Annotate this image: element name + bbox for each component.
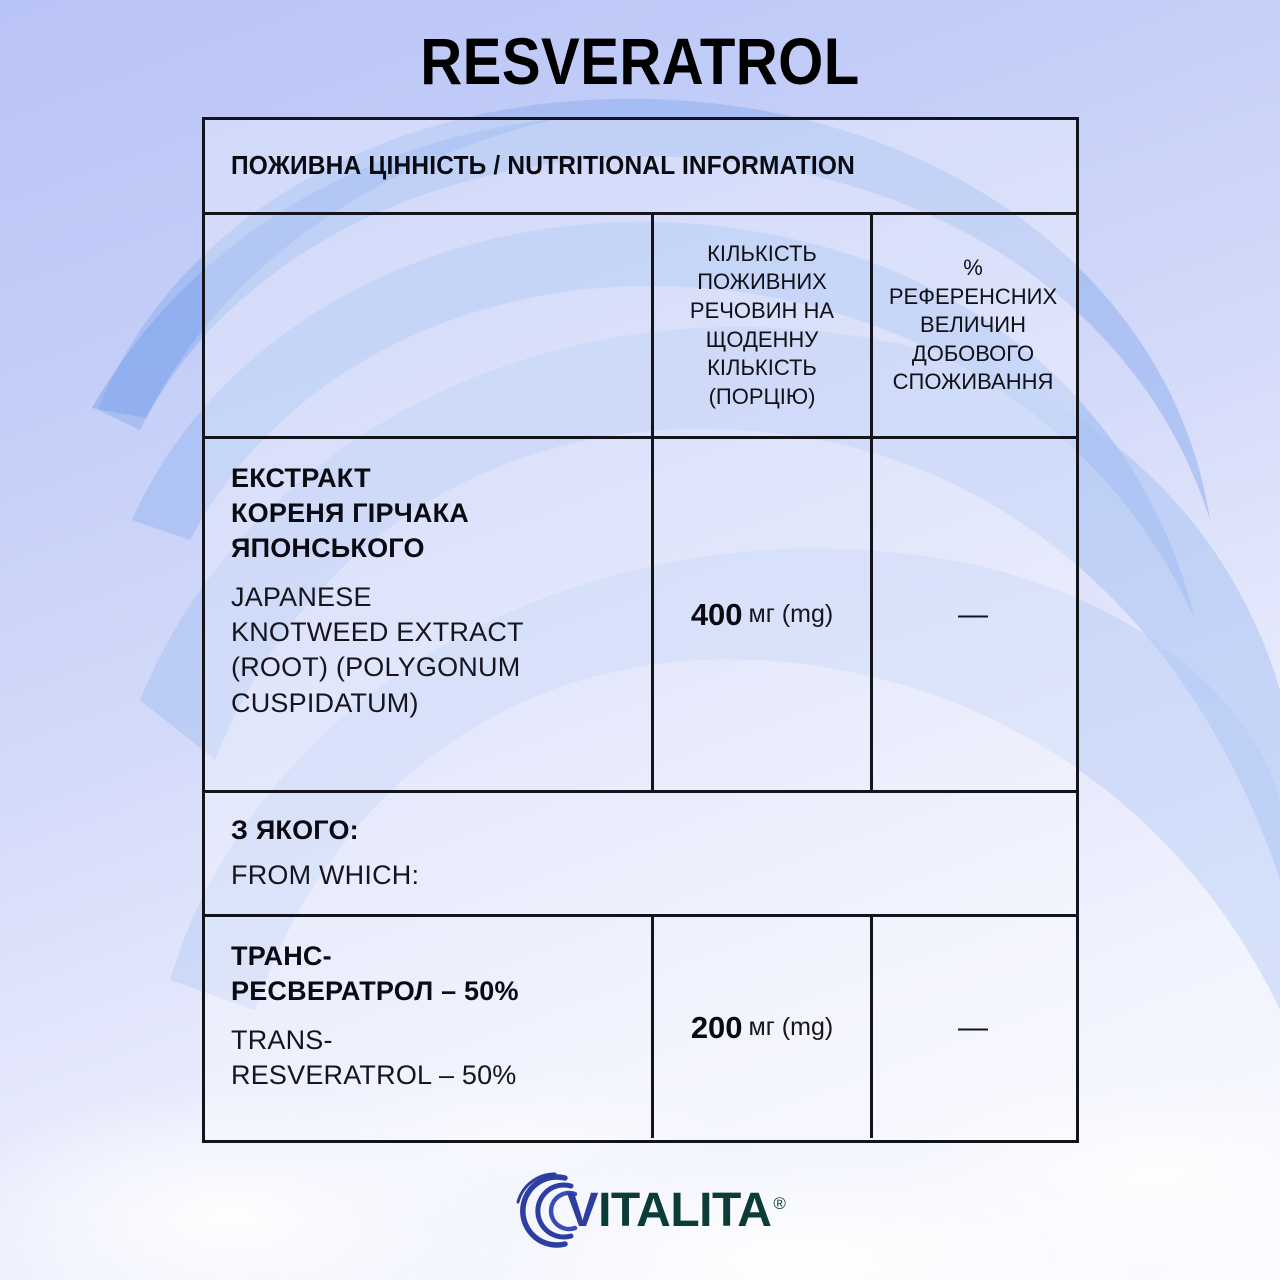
ingredient-name-en-line: (ROOT) (POLYGONUM xyxy=(231,652,521,683)
amount-value: 400 xyxy=(690,596,743,632)
table-caption-row: ПОЖИВНА ЦІННІСТЬ / NUTRITIONAL INFORMATI… xyxy=(205,120,1076,212)
ingredient-name-en-line: CUSPIDATUM) xyxy=(231,687,419,718)
ingredient-name-en-line: TRANS- xyxy=(231,1025,333,1056)
ingredient-name-en-line: JAPANESE xyxy=(231,582,372,613)
ingredient-name-ua-line: КОРЕНЯ ГІРЧАКА xyxy=(231,498,469,529)
page-title: RESVERATROL xyxy=(420,24,860,98)
rda-value: — xyxy=(958,1010,988,1044)
ingredient-amount-cell: 200 мг (mg) xyxy=(651,917,870,1139)
ingredient-name-ua: ТРАНС- РЕСВЕРАТРОЛ – 50% xyxy=(231,939,633,1009)
ingredient-rda-cell: — xyxy=(870,917,1073,1139)
rda-header-line: СПОЖИВАННЯ xyxy=(892,369,1054,395)
nutrition-information-table: ПОЖИВНА ЦІННІСТЬ / NUTRITIONAL INFORMATI… xyxy=(202,117,1079,1143)
rda-value: — xyxy=(958,597,988,631)
column-header-rda: % РЕФЕРЕНСНИХ ВЕЛИЧИН ДОБОВОГО СПОЖИВАНН… xyxy=(870,215,1073,436)
logo-letter-v: V xyxy=(566,1184,599,1237)
from-which-row: З ЯКОГО: FROM WHICH: xyxy=(205,790,1076,914)
from-which-cell: З ЯКОГО: FROM WHICH: xyxy=(205,793,1076,914)
cloud-overlay xyxy=(0,760,1280,1280)
registered-trademark-icon: ® xyxy=(773,1194,786,1213)
table-column-header-row: КІЛЬКІСТЬ ПОЖИВНИХ РЕЧОВИН НА ЩОДЕННУ КІ… xyxy=(205,212,1076,436)
amount-unit: мг (mg) xyxy=(748,1013,834,1042)
from-which-label-ua: З ЯКОГО: xyxy=(231,815,359,845)
column-header-name xyxy=(205,215,651,436)
ingredient-name-ua-line: ЯПОНСЬКОГО xyxy=(231,533,425,564)
rda-header-line: РЕФЕРЕНСНИХ xyxy=(888,283,1058,309)
amount-value: 200 xyxy=(690,1009,743,1045)
ingredient-name-ua: ЕКСТРАКТ КОРЕНЯ ГІРЧАКА ЯПОНСЬКОГО xyxy=(231,461,633,566)
logo-wordmark: VITALITA ® xyxy=(567,1187,786,1235)
rda-header-line: % xyxy=(963,255,983,281)
rda-header-line: ДОБОВОГО xyxy=(911,340,1035,366)
brand-logo: VITALITA ® xyxy=(0,1172,1280,1250)
table-row: ЕКСТРАКТ КОРЕНЯ ГІРЧАКА ЯПОНСЬКОГО JAPAN… xyxy=(205,436,1076,790)
ingredient-name-en-line: RESVERATROL – 50% xyxy=(231,1060,517,1091)
table-row: ТРАНС- РЕСВЕРАТРОЛ – 50% TRANS- RESVERAT… xyxy=(205,914,1076,1139)
ingredient-rda-cell: — xyxy=(870,439,1073,790)
amount-header-line: КІЛЬКІСТЬ xyxy=(707,240,817,266)
ingredient-name-cell: ЕКСТРАКТ КОРЕНЯ ГІРЧАКА ЯПОНСЬКОГО JAPAN… xyxy=(205,439,651,790)
ingredient-name-en: JAPANESE KNOTWEED EXTRACT (ROOT) (POLYGO… xyxy=(231,580,633,720)
logo-arcs-icon xyxy=(516,1172,577,1248)
ingredient-name-ua-line: ЕКСТРАКТ xyxy=(231,463,371,493)
amount-unit: мг (mg) xyxy=(748,600,834,628)
ingredient-amount-cell: 400 мг (mg) xyxy=(651,439,870,790)
ingredient-name-en-line: KNOTWEED EXTRACT xyxy=(231,617,524,648)
amount-header-line: ПОЖИВНИХ xyxy=(697,269,827,295)
column-header-amount: КІЛЬКІСТЬ ПОЖИВНИХ РЕЧОВИН НА ЩОДЕННУ КІ… xyxy=(651,215,870,436)
ingredient-name-ua-line: РЕСВЕРАТРОЛ – 50% xyxy=(231,976,519,1007)
rda-header-line: ВЕЛИЧИН xyxy=(920,312,1026,338)
from-which-label-en: FROM WHICH: xyxy=(231,859,420,890)
amount-header-line: РЕЧОВИН НА xyxy=(689,297,835,323)
table-caption: ПОЖИВНА ЦІННІСТЬ / NUTRITIONAL INFORMATI… xyxy=(205,120,881,212)
amount-header-line: КІЛЬКІСТЬ xyxy=(707,355,817,381)
table-caption-text: ПОЖИВНА ЦІННІСТЬ / NUTRITIONAL INFORMATI… xyxy=(231,151,855,180)
logo-wordmark-rest: ITALITA xyxy=(598,1184,772,1237)
amount-header-line: (ПОРЦІЮ) xyxy=(708,383,816,409)
ingredient-name-en: TRANS- RESVERATROL – 50% xyxy=(231,1023,633,1093)
amount-header-line: ЩОДЕННУ xyxy=(705,326,819,352)
ingredient-name-cell: ТРАНС- РЕСВЕРАТРОЛ – 50% TRANS- RESVERAT… xyxy=(205,917,651,1138)
ingredient-name-ua-line: ТРАНС- xyxy=(231,941,332,972)
